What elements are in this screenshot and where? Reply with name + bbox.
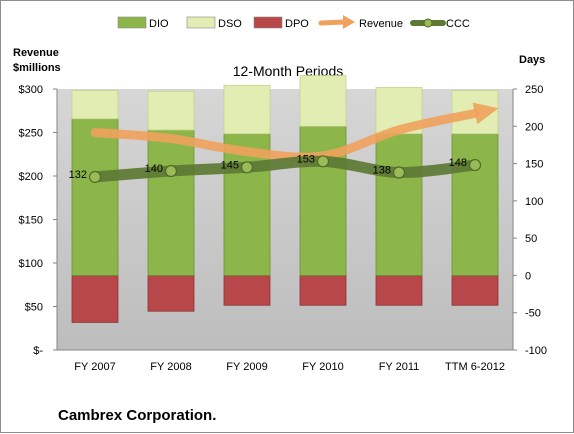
category-label-fy-2007: FY 2007 xyxy=(74,361,115,373)
left-tick-label: $- xyxy=(33,345,43,357)
left-tick-label: $150 xyxy=(19,215,43,227)
legend-label-revenue: Revenue xyxy=(359,18,403,30)
dio-bar-fy-2007 xyxy=(71,118,119,276)
category-label-ttm-6-2012: TTM 6-2012 xyxy=(445,361,505,373)
revenue-line xyxy=(90,108,480,162)
dpo-bar-ttm-6-2012 xyxy=(451,275,499,306)
ccc-data-label: 138 xyxy=(373,165,391,177)
legend-swatch-dio xyxy=(117,16,147,29)
left-tick-label: $50 xyxy=(25,302,43,314)
dso-bar-fy-2009 xyxy=(223,84,271,135)
category-label-fy-2009: FY 2009 xyxy=(226,361,267,373)
legend-marker-ccc xyxy=(423,18,433,28)
dpo-bar-fy-2010 xyxy=(299,275,347,306)
category-label-fy-2010: FY 2010 xyxy=(302,361,343,373)
ccc-point-fy-2007 xyxy=(88,170,102,184)
left-tick-label: $100 xyxy=(19,258,43,270)
ccc-point-fy-2011 xyxy=(392,166,406,179)
ccc-data-label: 145 xyxy=(221,159,239,171)
ccc-point-fy-2008 xyxy=(164,164,178,178)
ccc-data-label: 140 xyxy=(145,163,163,175)
right-tick-label: 0 xyxy=(525,270,531,282)
left-tick-label: $250 xyxy=(19,128,43,140)
dso-bar-fy-2007 xyxy=(71,90,119,120)
legend-label-dio: DIO xyxy=(149,18,169,30)
chart-title: 12-Month Periods xyxy=(233,63,344,79)
left-axis-label-line1: Revenue xyxy=(13,47,59,59)
dpo-bar-fy-2007 xyxy=(71,275,119,323)
left-tick-label: $200 xyxy=(19,171,43,183)
right-tick-label: -100 xyxy=(525,345,547,357)
bars xyxy=(71,75,499,323)
legend-label-ccc: CCC xyxy=(446,18,470,30)
right-tick-label: 100 xyxy=(525,196,543,208)
right-tick-label: 50 xyxy=(525,233,537,245)
right-axis-label: Days xyxy=(519,54,545,66)
dpo-bar-fy-2011 xyxy=(375,275,423,306)
ccc-line xyxy=(89,155,481,183)
right-tick-label: 150 xyxy=(525,159,543,171)
dio-bar-fy-2011 xyxy=(375,133,423,276)
dio-bar-fy-2008 xyxy=(147,129,195,276)
right-tick-label: -50 xyxy=(525,308,541,320)
left-tick-label: $300 xyxy=(19,84,43,96)
legend-swatch-dpo xyxy=(253,16,283,29)
ccc-point-fy-2010 xyxy=(316,155,330,168)
dio-bar-ttm-6-2012 xyxy=(451,133,499,276)
legend-swatch-revenue xyxy=(318,19,348,26)
dpo-bar-fy-2009 xyxy=(223,275,271,306)
category-label-fy-2008: FY 2008 xyxy=(150,361,191,373)
dpo-bar-fy-2008 xyxy=(147,275,195,312)
ccc-data-label: 148 xyxy=(449,157,467,169)
dso-bar-fy-2008 xyxy=(147,90,195,131)
legend: DIO DSO DPO Revenue CCC xyxy=(117,15,470,30)
axes: $- $50 $100 $150 $200 $250 $300 -100 -50 0 50 100 15… xyxy=(19,84,548,373)
legend-label-dso: DSO xyxy=(218,18,242,30)
lines: 132 140 145 153 138 148 xyxy=(69,102,499,184)
plot-area xyxy=(57,89,513,350)
right-tick-label: 200 xyxy=(525,121,543,133)
company-name: Cambrex Corporation. xyxy=(58,407,216,424)
left-axis-label-line2: $millions xyxy=(13,62,61,74)
right-tick-label: 250 xyxy=(525,84,543,96)
ccc-data-label: 153 xyxy=(297,153,315,165)
ccc-data-label: 132 xyxy=(69,169,87,181)
ccc-point-fy-2009 xyxy=(240,161,254,174)
legend-swatch-dso xyxy=(186,16,216,29)
legend-label-dpo: DPO xyxy=(285,18,309,30)
revenue-arrowhead xyxy=(472,102,499,125)
ccc-point-ttm-6-2012 xyxy=(468,158,482,172)
dso-bar-fy-2010 xyxy=(299,75,347,127)
legend-arrowhead-revenue xyxy=(343,15,355,29)
category-label-fy-2011: FY 2011 xyxy=(379,361,420,373)
